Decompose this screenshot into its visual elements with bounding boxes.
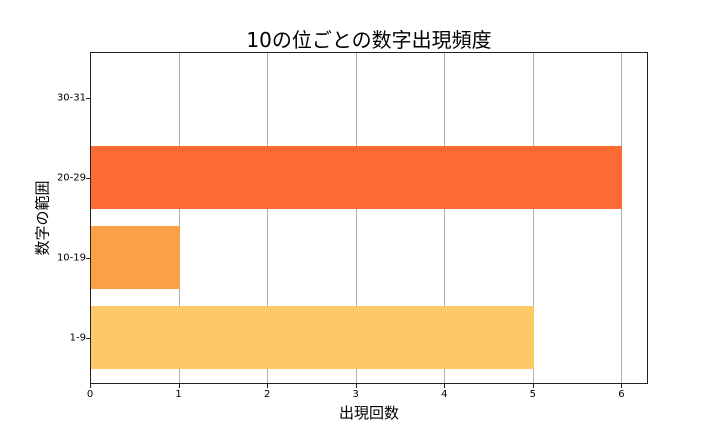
- y-axis-label: 数字の範囲: [33, 180, 52, 256]
- x-tick-label: 6: [618, 389, 625, 400]
- x-tick-label: 5: [529, 389, 537, 400]
- x-tick-mark: [621, 384, 623, 388]
- gridline: [355, 53, 357, 383]
- gridline: [532, 53, 534, 383]
- x-tick-label: 0: [86, 389, 94, 400]
- y-tick-mark: [86, 178, 90, 179]
- y-tick-label: 30-31: [56, 92, 86, 104]
- bar-10-19: [91, 226, 180, 289]
- bar-20-29: [91, 146, 623, 209]
- gridline: [444, 53, 446, 383]
- x-tick-mark: [90, 384, 91, 388]
- y-tick-label: 20-29: [56, 172, 86, 184]
- gridline: [267, 53, 269, 383]
- x-tick-mark: [532, 384, 534, 388]
- y-tick-label: 10-19: [56, 252, 86, 264]
- x-tick-label: 4: [441, 389, 448, 400]
- bar-1-9: [91, 306, 534, 369]
- y-tick-mark: [86, 338, 90, 339]
- x-axis-label: 出現回数: [338, 404, 399, 422]
- y-tick-mark: [86, 98, 90, 99]
- x-tick-mark: [444, 384, 446, 388]
- x-tick-mark: [355, 384, 357, 388]
- gridline: [178, 53, 180, 383]
- y-tick-label: 1-9: [69, 332, 86, 344]
- x-tick-label: 2: [263, 389, 271, 400]
- chart-title: 10の位ごとの数字出現頻度: [246, 28, 492, 52]
- gridline: [621, 53, 623, 383]
- x-tick-label: 3: [352, 389, 359, 400]
- x-tick-mark: [267, 384, 269, 388]
- x-tick-mark: [178, 384, 180, 388]
- plot-area: [90, 52, 648, 384]
- x-tick-label: 1: [175, 389, 182, 400]
- y-tick-mark: [86, 258, 90, 259]
